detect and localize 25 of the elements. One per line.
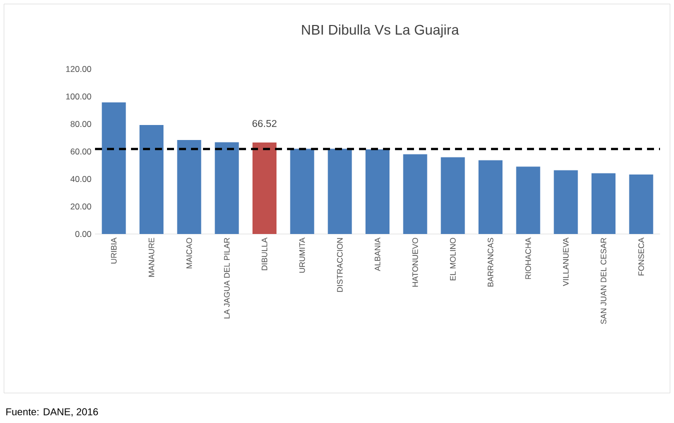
- y-tick-label: 80.00: [70, 121, 92, 127]
- bar: [290, 148, 314, 234]
- bar: [102, 102, 126, 234]
- bar: [140, 124, 164, 234]
- y-tick-label: 120.00: [66, 66, 92, 72]
- bar: [516, 166, 540, 234]
- data-label: 66.52: [252, 120, 276, 128]
- y-tick-label: 20.00: [70, 204, 92, 210]
- bar: [629, 174, 654, 234]
- bar: [177, 140, 202, 234]
- bar: [403, 154, 428, 234]
- bar: [592, 173, 616, 234]
- y-tick-label: 0.00: [75, 231, 92, 237]
- y-tick-label: 40.00: [70, 176, 92, 182]
- bar: [214, 142, 239, 234]
- bar: [366, 149, 390, 234]
- bar: [440, 157, 465, 234]
- y-tick-label: 100.00: [66, 94, 92, 100]
- bar: [252, 142, 277, 234]
- bar: [478, 160, 503, 234]
- y-tick-label: 60.00: [70, 148, 92, 154]
- bar: [328, 148, 352, 234]
- source-note: Fuente: DANE, 2016: [6, 408, 98, 416]
- chart-title: NBI Dibulla Vs La Guajira: [302, 24, 460, 38]
- bar: [554, 170, 578, 234]
